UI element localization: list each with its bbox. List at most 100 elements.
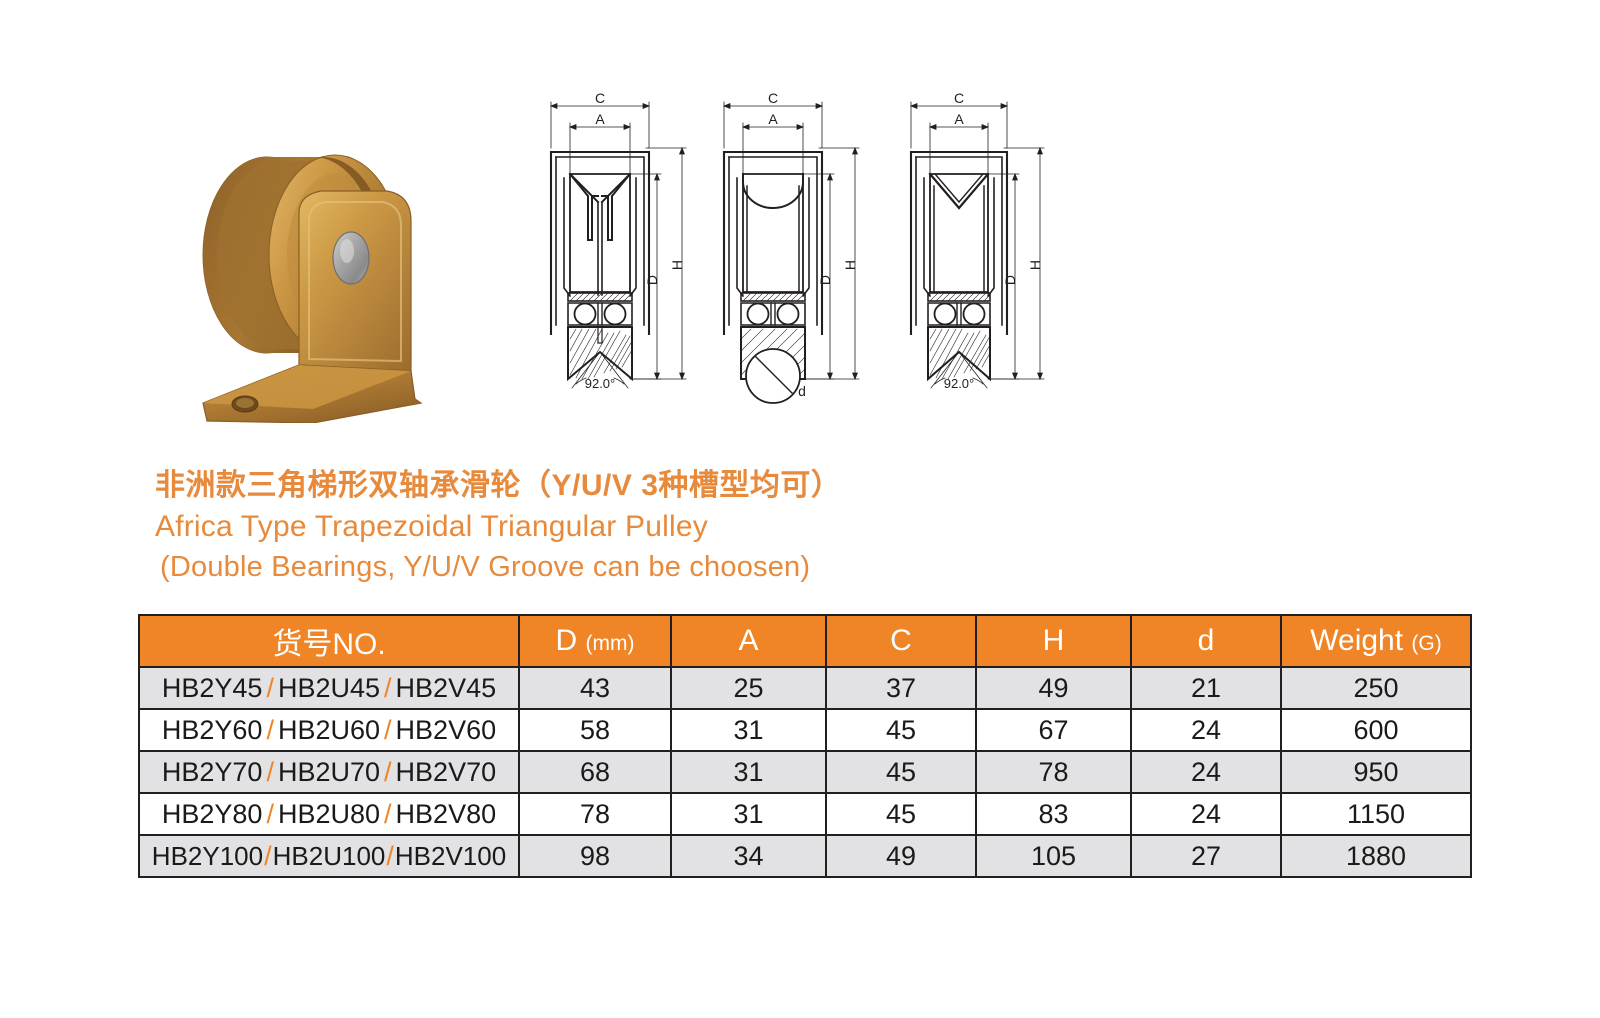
angle-arc	[575, 377, 587, 385]
dim-h-label: H	[1027, 260, 1043, 270]
dim-h-arrow-top	[1037, 146, 1043, 155]
cell-model: HB2Y80/HB2U80/HB2V80	[138, 792, 520, 836]
bearing-seat-hatch	[742, 292, 806, 302]
model-code: HB2V80	[395, 798, 497, 829]
cell-c: 45	[825, 792, 977, 836]
mounting-hole-inner	[236, 398, 254, 408]
col-header-c: C	[825, 614, 977, 668]
col-header-c-label: C	[890, 624, 912, 657]
angle-leader-left	[571, 351, 601, 389]
bearing-left	[573, 302, 597, 326]
dim-a-label: A	[768, 111, 778, 127]
model-code: HB2Y45	[161, 672, 263, 703]
wheel-outline	[929, 173, 989, 293]
col-header-weight-label: Weight	[1310, 624, 1404, 657]
dim-c-arrow-left	[909, 103, 918, 109]
dim-c-arrow-right	[642, 103, 651, 109]
cell-h: 105	[975, 834, 1132, 878]
col-header-dd-label: d	[1197, 624, 1215, 657]
cell-d: 58	[518, 708, 672, 752]
cell-dd: 24	[1130, 708, 1282, 752]
housing-inner	[555, 156, 645, 326]
model-separator: /	[384, 672, 392, 703]
bearing-seat-hatch	[569, 292, 633, 302]
dim-a-arrow-left	[928, 124, 937, 130]
wheel-flange-left	[563, 177, 572, 298]
housing-outer	[549, 150, 651, 336]
cell-d: 43	[518, 666, 672, 710]
title-english: Africa Type Trapezoidal Triangular Pulle…	[155, 510, 708, 543]
table-header-row: 货号NO. D (mm) A C H d Weight (G)	[138, 614, 1472, 668]
cell-h: 67	[975, 708, 1132, 752]
angle-leader-left	[930, 351, 960, 389]
dim-h-arrow-bot	[852, 372, 858, 381]
cell-c: 45	[825, 750, 977, 794]
dim-h-label: H	[842, 260, 858, 270]
cell-h: 83	[975, 792, 1132, 836]
model-separator: /	[384, 756, 392, 787]
dim-h-arrow-bot	[1037, 372, 1043, 381]
angle-label: 92.0°	[944, 376, 975, 391]
model-code: HB2U45	[277, 672, 381, 703]
v-groove-profile	[928, 172, 990, 210]
angle-arc	[934, 377, 946, 385]
model-separator: /	[386, 840, 394, 871]
cell-a: 31	[670, 708, 827, 752]
bearing-right	[776, 302, 800, 326]
cell-weight: 250	[1280, 666, 1472, 710]
cell-dd: 24	[1130, 792, 1282, 836]
col-header-dd: d	[1130, 614, 1282, 668]
model-separator: /	[266, 798, 274, 829]
model-code: HB2U80	[277, 798, 381, 829]
bearing-divider	[956, 302, 962, 326]
cell-weight: 1150	[1280, 792, 1472, 836]
model-code: HB2Y70	[161, 756, 263, 787]
y-groove-v-left	[568, 172, 600, 204]
dim-c-arrow-right	[1000, 103, 1009, 109]
cell-dd: 21	[1130, 666, 1282, 710]
cell-a: 31	[670, 750, 827, 794]
dim-a-arrow-left	[568, 124, 577, 130]
cell-c: 45	[825, 708, 977, 752]
model-code: HB2V100	[394, 840, 507, 871]
bearing-divider	[597, 302, 603, 326]
table-row: HB2Y70/HB2U70/HB2V70 68 31 45 78 24 950	[138, 750, 1472, 794]
col-header-d: D (mm)	[518, 614, 672, 668]
cell-model: HB2Y45/HB2U45/HB2V45	[138, 666, 520, 710]
dim-a-arrow-left	[741, 124, 750, 130]
bearing-seat-hatch	[929, 292, 991, 302]
model-code: HB2V70	[395, 756, 497, 787]
col-header-weight-unit: (G)	[1411, 632, 1442, 655]
dim-h-arrow-top	[679, 146, 685, 155]
wheel-outline	[742, 173, 804, 293]
title-subtitle: (Double Bearings, Y/U/V Groove can be ch…	[160, 551, 811, 583]
cell-c: 49	[825, 834, 977, 878]
v-groove-inner	[934, 173, 984, 204]
model-code: HB2Y60	[161, 714, 263, 745]
model-separator: /	[266, 714, 274, 745]
diameter-label: d	[798, 383, 806, 399]
wheel-flange-left	[923, 177, 932, 298]
col-header-h-label: H	[1042, 624, 1065, 657]
dim-d-arrow-bot	[827, 372, 833, 381]
v-block-hatch	[929, 328, 991, 380]
cell-a: 31	[670, 792, 827, 836]
cell-c: 37	[825, 666, 977, 710]
bearing-box	[567, 302, 633, 326]
axle-pin-highlight	[340, 239, 354, 263]
model-code: HB2V60	[395, 714, 497, 745]
bearing-box	[927, 302, 991, 326]
model-code: HB2Y100	[151, 840, 264, 871]
technical-drawing-u-groove: d D H C A	[700, 90, 900, 410]
dim-a-label: A	[954, 111, 964, 127]
cell-a: 25	[670, 666, 827, 710]
dim-c-arrow-left	[549, 103, 558, 109]
cell-d: 98	[518, 834, 672, 878]
cell-dd: 27	[1130, 834, 1282, 878]
model-code: HB2U60	[277, 714, 381, 745]
table-row: HB2Y60/HB2U60/HB2V60 58 31 45 67 24 600	[138, 708, 1472, 752]
angle-leader-right	[958, 351, 988, 389]
v-block-center-notch	[597, 326, 603, 344]
table-row: HB2Y80/HB2U80/HB2V80 78 31 45 83 24 1150	[138, 792, 1472, 836]
dim-d-arrow-bot	[1012, 372, 1018, 381]
